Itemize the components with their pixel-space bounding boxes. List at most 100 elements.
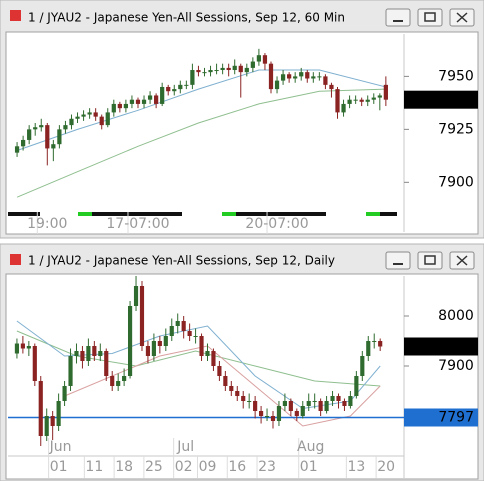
minimize-button[interactable] (385, 251, 411, 270)
candle-body (93, 112, 98, 117)
price-box (404, 408, 478, 427)
x-tick-label: 18 (115, 459, 133, 475)
candle-body (99, 116, 104, 126)
candle-body (306, 401, 311, 406)
candle-body (33, 127, 38, 130)
candle-body (256, 55, 262, 62)
minimize-button[interactable] (385, 8, 411, 27)
candle-body (199, 336, 204, 356)
x-tick-label: 01 (300, 459, 318, 475)
candle-body (32, 346, 37, 381)
candle-body (270, 416, 276, 421)
x-tick-label: 01 (50, 459, 68, 475)
candle-body (14, 343, 20, 354)
candle-body (62, 386, 67, 401)
x-tick-label: 09 (199, 459, 217, 475)
candle-body (335, 89, 340, 113)
candle-body (178, 84, 183, 90)
candle-body (305, 72, 310, 79)
candle-body (193, 336, 198, 337)
candle-body (87, 112, 92, 115)
candle-body (154, 95, 159, 104)
candle-body (244, 67, 249, 73)
candle-body (39, 125, 44, 128)
candle-body (371, 97, 376, 100)
candle-body (378, 341, 383, 347)
candle-body (241, 396, 246, 401)
chart-frame (5, 273, 479, 480)
average-line (16, 69, 387, 151)
candle-body (20, 139, 26, 147)
candle-body (318, 401, 323, 411)
restore-glyph (424, 255, 436, 265)
close-glyph (456, 12, 468, 23)
candle-body (223, 376, 228, 386)
candle-body (163, 336, 168, 346)
month-label: Aug (297, 439, 324, 455)
candle-body (311, 76, 316, 79)
app-icon (10, 10, 21, 21)
candle-body (56, 401, 61, 426)
x-tick-label: 17-07:00 (106, 216, 169, 232)
window-title: 1 / JYAU2 - Japanese Yen-All Sessions, S… (28, 11, 345, 25)
candle-body (169, 326, 174, 336)
last-price-label: 7939 (438, 339, 474, 355)
x-tick-label: 23 (258, 459, 276, 475)
candle-body (383, 84, 388, 100)
candle-body (139, 286, 145, 346)
y-tick-label: 7900 (438, 174, 474, 190)
candle-body (68, 356, 73, 386)
candle-body (81, 114, 86, 117)
candle-body (80, 351, 85, 361)
candle-body (250, 61, 255, 68)
y-tick-label: 8000 (438, 308, 474, 324)
app-icon (10, 254, 21, 265)
candle-body (235, 391, 240, 396)
last-price-box (404, 90, 478, 109)
candle-body (287, 74, 292, 79)
candle-body (116, 381, 121, 386)
candle-body (205, 351, 210, 356)
restore-button[interactable] (417, 8, 443, 27)
candle-body (282, 401, 287, 406)
candle-body (258, 411, 264, 416)
candle-body (117, 103, 122, 109)
last-price-box (404, 337, 478, 356)
candle-body (264, 416, 270, 417)
candle-body (26, 346, 31, 349)
candle-body (196, 70, 201, 73)
month-label: Jul (176, 439, 194, 455)
candle-body (51, 144, 56, 149)
candle-body (172, 89, 177, 92)
last-price-label: 7939 (438, 92, 474, 108)
candle-body (111, 103, 116, 113)
candle-body (274, 80, 280, 90)
candle-body (268, 63, 274, 90)
candle-body (317, 76, 322, 78)
candle-body (341, 103, 346, 113)
candle-body (238, 65, 243, 73)
y-tick-label: 7925 (438, 121, 474, 137)
candle-body (38, 381, 43, 436)
candle-body (288, 401, 293, 411)
candle-body (359, 99, 364, 102)
restore-button[interactable] (417, 251, 443, 270)
candle-body (129, 99, 135, 104)
candle-body (184, 84, 189, 86)
candle-body (151, 341, 156, 356)
candle-body (127, 306, 133, 376)
candle-body (202, 72, 207, 74)
candle-body (226, 67, 231, 71)
candle-body (181, 321, 186, 331)
candle-body (133, 286, 139, 306)
candle-body (141, 99, 147, 104)
candle-body (86, 346, 91, 361)
x-tick-label: 20 (377, 459, 395, 475)
candle-body (92, 346, 97, 356)
candle-body (220, 67, 225, 71)
candle-body (217, 366, 222, 376)
session-strip (222, 212, 236, 216)
candle-body (347, 99, 352, 104)
average-line (16, 88, 386, 198)
